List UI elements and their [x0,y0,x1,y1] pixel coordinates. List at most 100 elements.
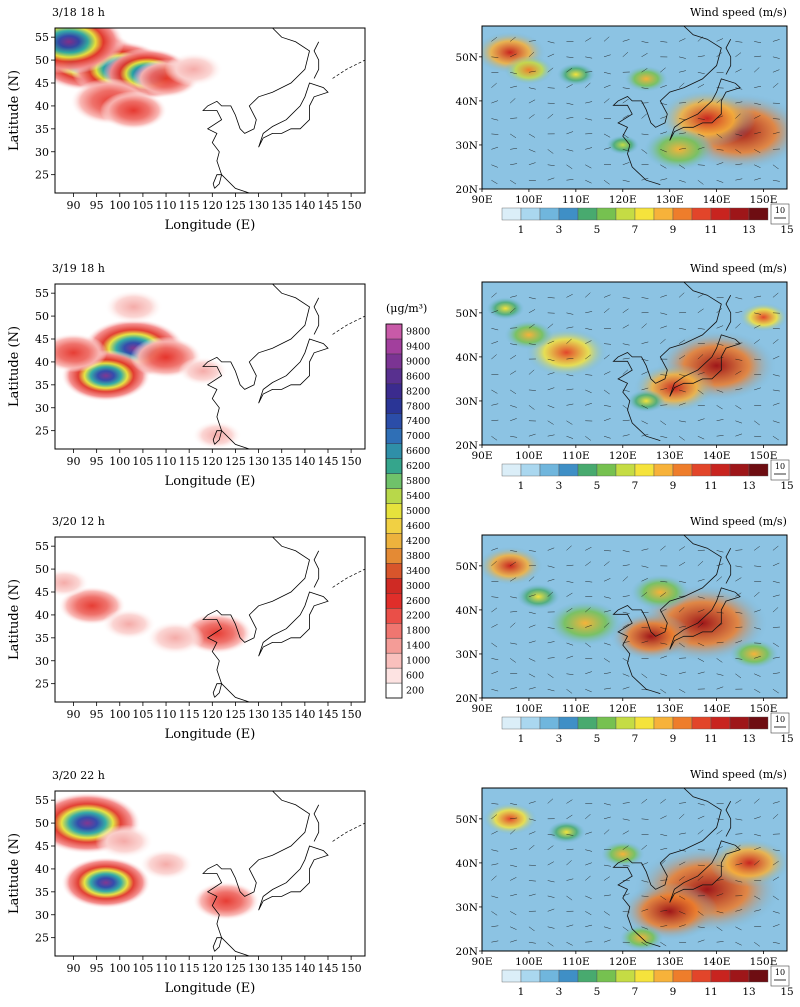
colorbar-tick-label: 3000 [406,581,430,592]
wind-vector [510,36,516,42]
wind-vector [697,84,705,88]
taiwan-coastline [212,174,223,189]
wind-vector [735,799,742,804]
wind-vector [528,576,535,582]
kuril-islands [332,568,365,588]
wind-vector [716,818,724,821]
wind-vector [566,895,573,901]
wind-vector [697,55,705,58]
conc-panel-1: 3/18 18 h 90 95 100 105 110 115 120 125 130 135 14… [0,0,370,240]
wind-colorbar-segment [634,207,655,221]
wind-vector [678,642,685,648]
wind-speed-region [630,574,691,610]
x-tick-label: 115 [179,962,200,975]
x-tick-label: 135 [271,708,292,721]
x-tick-label: 130 [248,962,269,975]
wind-plot-frame [481,534,788,699]
colorbar-tick-label: 5000 [406,506,430,517]
wind-colorbar-tick-label: 3 [556,733,563,745]
wind-vector [679,179,686,183]
wind-x-tick-label: 130E [656,703,684,715]
wind-vector [622,343,630,346]
wind-vector [491,814,498,820]
coastline [612,282,722,441]
wind-colorbar-tick-label: 7 [632,733,639,745]
wind-vector [772,876,780,881]
wind-vector [716,419,724,421]
wind-vector [641,548,649,551]
wind-x-tick-label: 100E [515,450,543,462]
x-tick-label: 95 [90,962,104,975]
wind-vector [547,591,554,597]
concentration-blob [178,356,228,386]
wind-vector [622,114,629,119]
wind-vector [641,371,649,375]
wind-vector [735,926,742,931]
wind-vector [585,831,592,835]
wind-vector [603,610,611,613]
wind-vector [735,163,743,165]
wind-vector [735,370,742,375]
wind-vector [491,389,498,394]
wind-vector [754,177,761,181]
wind-vector [641,149,648,154]
wind-vector [641,640,649,644]
x-tick-label: 105 [132,199,153,212]
wind-vector [603,596,611,599]
wind-vector [585,561,591,567]
wind-vector [528,323,535,329]
wind-vector [528,389,536,391]
wind-colorbar-segment [558,716,579,730]
x-tick-label: 125 [225,708,246,721]
wind-vector [491,403,499,406]
wind-colorbar-segment [729,463,750,477]
wind-vector [772,813,779,820]
wind-vector [754,324,761,329]
wind-vector [716,356,724,360]
wind-vector [585,389,592,394]
wind-vector [772,39,780,42]
wind-y-tick-label: 30N [455,140,478,152]
wind-colorbar-segment [501,969,522,983]
wind-vector [735,149,742,154]
wind-vector [547,297,555,299]
wind-y-tick-label: 50N [455,308,478,320]
wind-vector [641,387,649,391]
wind-vector [566,338,572,344]
wind-vector [772,562,780,567]
wind-colorbar-tick-label: 9 [670,480,677,492]
colorbar-segment [385,383,403,399]
wind-vector [716,829,723,835]
wind-vector [528,114,535,119]
wind-vector [641,592,648,597]
wind-vector [566,608,573,613]
wind-vector [585,56,593,59]
wind-x-tick-label: 140E [703,956,731,968]
wind-vector [603,816,611,820]
wind-vector [716,72,724,74]
wind-vector [603,894,611,897]
wind-vector [641,133,649,136]
wind-vector [585,581,593,583]
wind-x-tick-label: 100E [515,703,543,715]
wind-vector [528,893,536,897]
wind-vector [622,434,630,437]
y-tick-label: 40 [35,609,49,622]
x-tick-label: 90 [67,455,81,468]
wind-colorbar-tick-label: 11 [704,986,717,998]
x-tick-label: 120 [202,962,223,975]
y-tick-label: 40 [35,100,49,113]
wind-vector [754,798,760,804]
wind-x-tick-label: 100E [515,956,543,968]
sakhalin-coastline [313,41,320,79]
wind-vector [772,801,780,804]
x-tick-label: 120 [202,455,223,468]
wind-vector [622,308,629,314]
wind-vector [660,642,668,645]
x-tick-label: 140 [294,199,315,212]
reference-vector-label: 10 [775,715,785,724]
x-tick-label: 145 [317,455,338,468]
wind-vector [491,354,497,360]
wind-vector [754,627,761,630]
wind-vector [622,576,629,582]
